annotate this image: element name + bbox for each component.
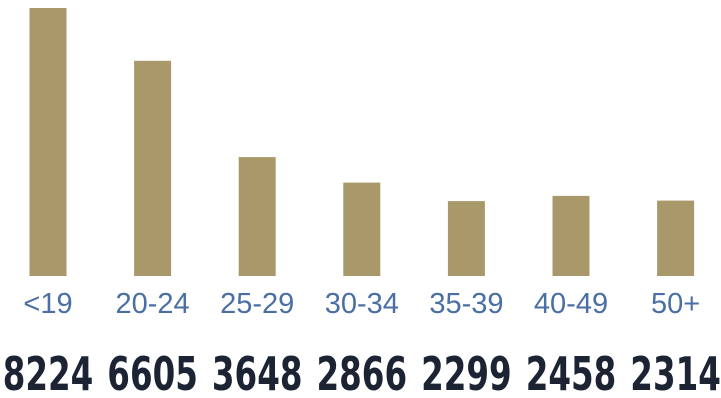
bar-1 bbox=[134, 60, 172, 276]
category-label: <19 bbox=[23, 288, 72, 320]
category-labels-group: <19 20-24 25-29 30-34 35-39 40-49 50+ bbox=[23, 288, 700, 320]
category-label: 35-39 bbox=[429, 288, 503, 320]
bar-3 bbox=[343, 182, 381, 276]
bar-6 bbox=[657, 200, 695, 276]
value-label: 2866 bbox=[317, 347, 408, 398]
bar-5 bbox=[552, 195, 590, 276]
value-labels-group: 8224 6605 3648 2866 2299 2458 2314 bbox=[3, 347, 721, 398]
value-label: 8224 bbox=[3, 347, 94, 398]
category-label: 20-24 bbox=[116, 288, 190, 320]
value-label: 6605 bbox=[107, 347, 198, 398]
bar-2 bbox=[238, 157, 276, 276]
value-label: 2314 bbox=[630, 347, 721, 398]
value-label: 2299 bbox=[421, 347, 512, 398]
value-label: 3648 bbox=[212, 347, 303, 398]
category-label: 40-49 bbox=[534, 288, 608, 320]
value-label: 2458 bbox=[526, 347, 617, 398]
bar-0 bbox=[29, 8, 67, 276]
category-label: 50+ bbox=[651, 288, 700, 320]
bar-4 bbox=[447, 201, 485, 276]
category-label: 25-29 bbox=[220, 288, 294, 320]
bars-group bbox=[29, 8, 695, 276]
category-label: 30-34 bbox=[325, 288, 399, 320]
